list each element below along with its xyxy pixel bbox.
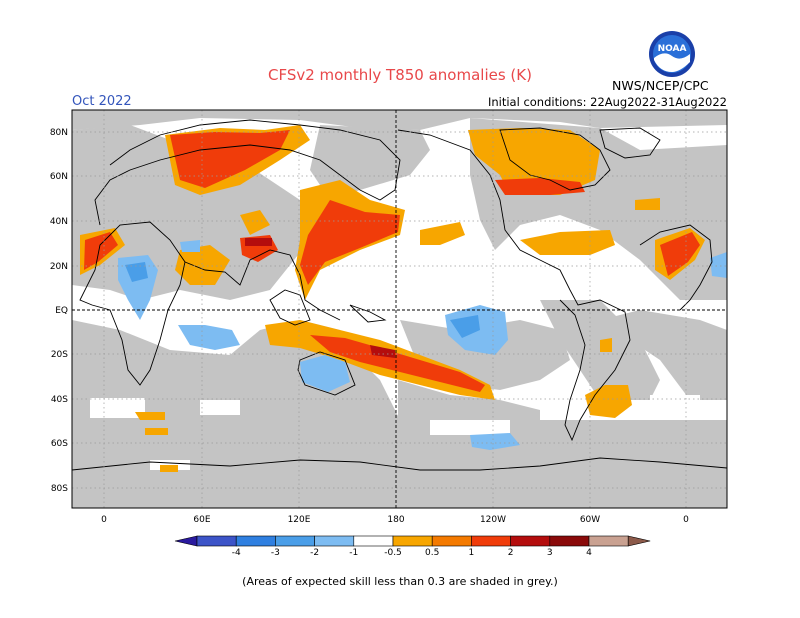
colorbar-swatch (314, 535, 355, 547)
colorbar-label: 0.5 (425, 548, 439, 558)
chart-title: CFSv2 monthly T850 anomalies (K) (268, 66, 532, 84)
logo-text: NOAA (658, 44, 687, 54)
colorbar-label: 2 (508, 548, 514, 558)
lat-label: 20S (51, 350, 68, 360)
lon-label: 120E (288, 515, 311, 525)
forecast-month: Oct 2022 (72, 94, 132, 109)
colorbar-label: -1 (349, 548, 358, 558)
colorbar-label: -4 (232, 548, 241, 558)
colorbar-arrow-right (627, 535, 651, 547)
lat-label: 60N (50, 172, 68, 182)
lon-label: 60E (193, 515, 210, 525)
map-frame (71, 109, 728, 509)
colorbar-arrow-left (174, 535, 198, 547)
anomaly-2-3 (245, 238, 395, 358)
lon-label: 180 (387, 515, 404, 525)
lat-label: EQ (55, 306, 68, 316)
colorbar-swatch (510, 535, 551, 547)
lat-label: 80S (51, 484, 68, 494)
colorbar-label: 4 (586, 548, 592, 558)
lat-label: 60S (51, 439, 68, 449)
lat-label: 20N (50, 262, 68, 272)
colorbar-label: -3 (271, 548, 280, 558)
colorbar-swatch (275, 535, 315, 547)
colorbar-swatch (353, 535, 394, 547)
colorbar-swatch (392, 535, 433, 547)
graticule (72, 110, 727, 508)
noaa-logo-icon: NOAA (649, 31, 695, 77)
colorbar: -4 -3 -2 -1 -0.5 0.5 1 2 3 4 (174, 535, 651, 558)
agency-label: NWS/NCEP/CPC (612, 78, 709, 93)
lon-labels: 0 60E 120E 180 120W 60W 0 (101, 515, 689, 525)
colorbar-swatch (431, 535, 472, 547)
lat-label: 40N (50, 217, 68, 227)
map-area (72, 110, 727, 508)
colorbar-label: -0.5 (384, 548, 402, 558)
colorbar-label: 1 (469, 548, 475, 558)
lon-label: 0 (683, 515, 689, 525)
lat-labels: 80N 60N 40N 20N EQ 20S 40S 60S 80S (50, 128, 68, 494)
colorbar-swatch (196, 535, 237, 547)
lon-label: 120W (480, 515, 506, 525)
initial-conditions: Initial conditions: 22Aug2022-31Aug2022 (487, 95, 727, 109)
colorbar-label: -2 (310, 548, 319, 558)
colorbar-swatch (588, 535, 629, 547)
colorbar-label: 3 (547, 548, 553, 558)
lat-label: 40S (51, 395, 68, 405)
anomaly-neg-1-2 (125, 262, 480, 338)
footnote: (Areas of expected skill less than 0.3 a… (242, 575, 558, 588)
colorbar-swatch (471, 535, 511, 547)
colorbar-swatch (549, 535, 590, 547)
lon-label: 60W (580, 515, 600, 525)
lon-label: 0 (101, 515, 107, 525)
reference-lines (72, 110, 727, 508)
lat-label: 80N (50, 128, 68, 138)
colorbar-swatch (235, 535, 276, 547)
